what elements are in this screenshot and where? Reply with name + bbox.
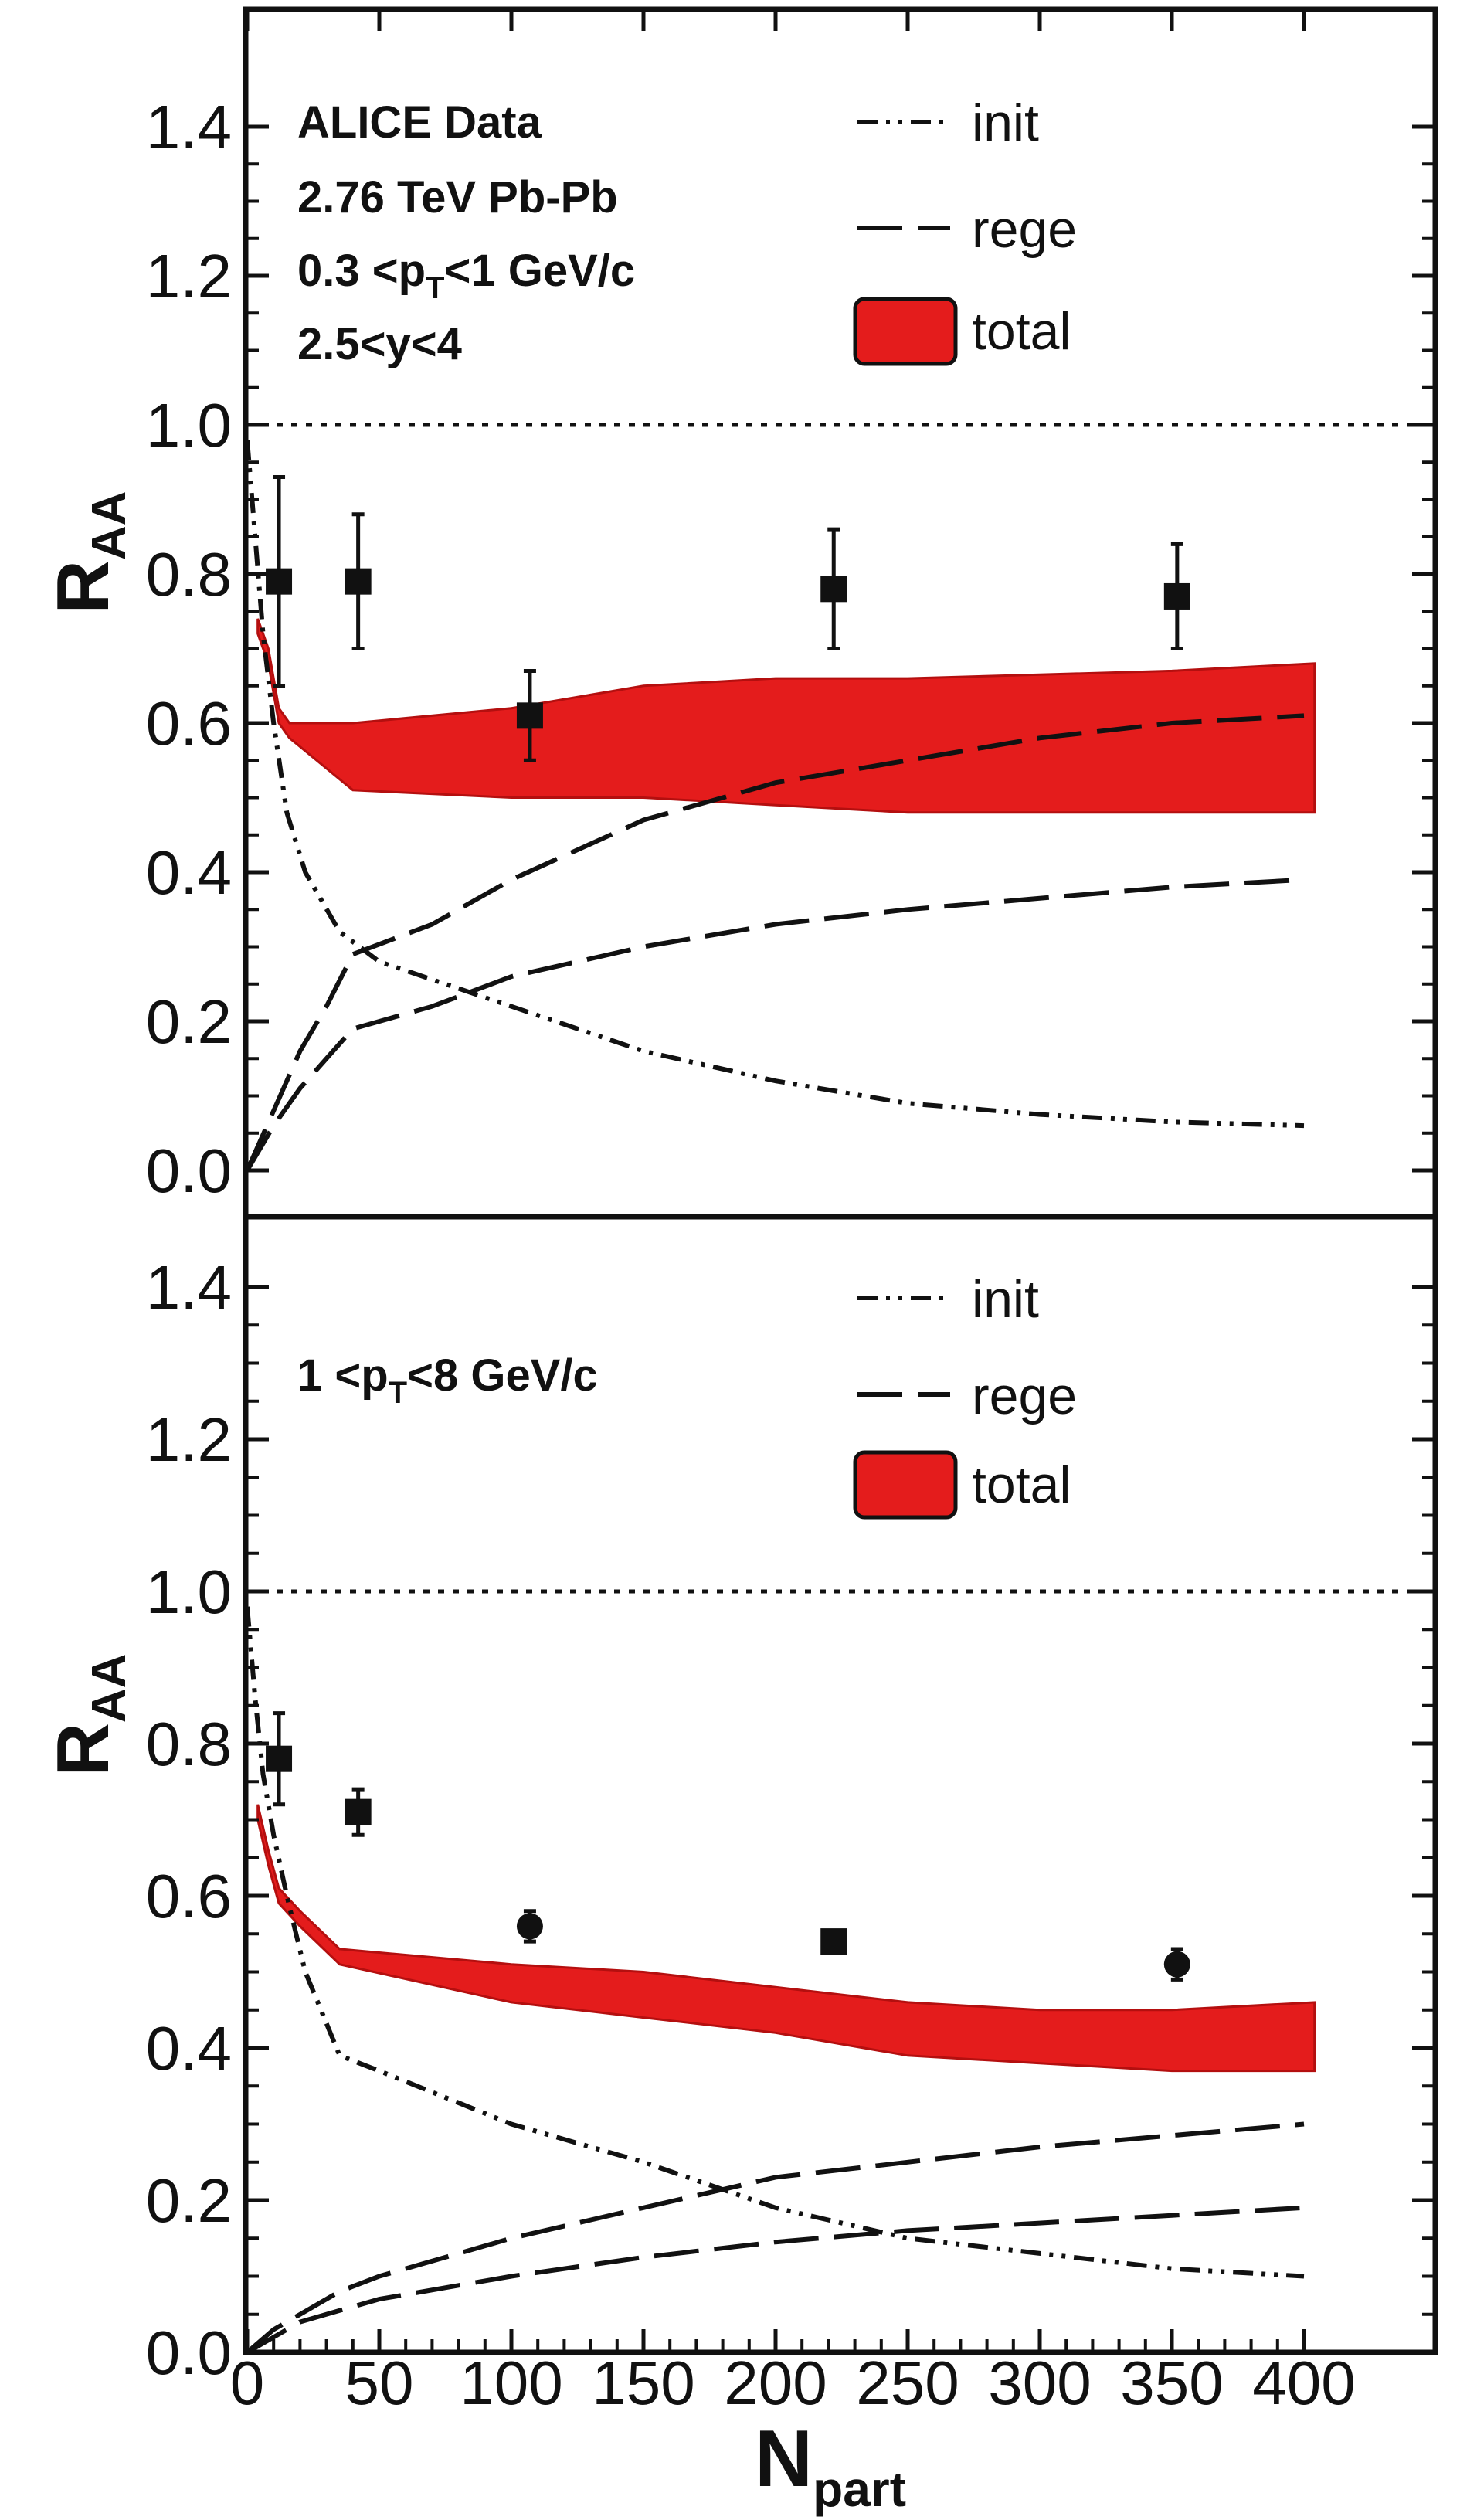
data-point — [1164, 1949, 1190, 1979]
y-tick-label: 1.2 — [146, 1405, 232, 1474]
data-marker — [345, 569, 372, 595]
rege-upper-curve-bottom — [247, 2124, 1304, 2353]
y-tick-label: 0.0 — [146, 1136, 232, 1205]
raa-figure: 0.0 0.2 0.4 0.6 0.8 1.0 1.2 1.4 RAA ALICE Data … — [0, 0, 1460, 2520]
x-tick-label: 0 — [230, 2348, 265, 2417]
legend-total-label-top: total — [972, 302, 1071, 361]
y-tick-label: 0.6 — [146, 1862, 232, 1931]
y-axis-label-top: RAA — [42, 491, 136, 614]
info-text-top: ALICE Data 2.76 TeV Pb-Pb 0.3 <pT<1 GeV/… — [297, 97, 635, 369]
legend-total-swatch-bottom — [855, 1452, 956, 1517]
y-tick-label: 0.6 — [146, 689, 232, 758]
y-tick-label: 1.4 — [146, 1253, 232, 1322]
y-tick-label: 0.0 — [146, 2318, 232, 2387]
legend-rege-label-bottom: rege — [972, 1367, 1077, 1425]
x-tick-label: 250 — [856, 2348, 959, 2417]
x-tick-label: 100 — [460, 2348, 562, 2417]
x-tick-label: 200 — [724, 2348, 827, 2417]
data-marker — [517, 702, 543, 728]
legend-bottom: init rege total — [855, 1270, 1077, 1517]
rege-lower-curve-top — [247, 880, 1304, 1170]
bottom-panel: 0.0 0.2 0.4 0.6 0.8 1.0 1.2 1.4 0 50 100 150 200 250… — [42, 9, 1435, 2517]
legend-rege-label-top: rege — [972, 200, 1077, 259]
x-tick-label: 150 — [592, 2348, 694, 2417]
legend-total-swatch-top — [855, 299, 956, 364]
data-point — [820, 529, 847, 648]
data-point — [345, 1789, 372, 1835]
y-tick-label: 0.2 — [146, 987, 232, 1056]
y-tick-label: 0.8 — [146, 1710, 232, 1778]
y-tick-label: 0.8 — [146, 540, 232, 609]
y-tick-label: 1.0 — [146, 1557, 232, 1626]
data-points-bottom — [266, 1713, 1190, 1980]
x-tick-label: 400 — [1252, 2348, 1355, 2417]
info-rapidity: 2.5<y<4 — [297, 319, 462, 369]
x-tick-label: 350 — [1120, 2348, 1223, 2417]
data-marker — [1164, 1951, 1190, 1978]
y-tick-label: 1.0 — [146, 391, 232, 460]
legend-top: init rege total — [855, 93, 1077, 364]
y-tick-label: 0.4 — [146, 838, 232, 907]
info-pt-range: 0.3 <pT<1 GeV/c — [297, 246, 635, 305]
data-point — [1164, 544, 1190, 648]
x-tick-label: 300 — [988, 2348, 1091, 2417]
data-marker — [266, 569, 292, 595]
data-point — [345, 515, 372, 649]
legend-init-label-bottom: init — [972, 1270, 1039, 1329]
x-tick-label: 50 — [345, 2348, 414, 2417]
x-axis-label: Npart — [755, 2414, 906, 2517]
data-marker — [345, 1799, 372, 1825]
y-tick-label: 0.2 — [146, 2166, 232, 2235]
legend-total-label-bottom: total — [972, 1455, 1071, 1514]
top-panel: 0.0 0.2 0.4 0.6 0.8 1.0 1.2 1.4 RAA ALICE Data … — [42, 93, 1435, 1205]
y-tick-label: 1.2 — [146, 242, 232, 311]
data-point — [266, 1713, 292, 1805]
info-energy: 2.76 TeV Pb-Pb — [297, 172, 618, 222]
info-experiment: ALICE Data — [297, 97, 542, 148]
info-pt-range-bottom: 1 <pT<8 GeV/c — [297, 1350, 598, 1410]
data-marker — [1164, 583, 1190, 610]
data-point — [820, 1928, 847, 1955]
y-tick-label: 0.4 — [146, 2014, 232, 2083]
total-band-bottom — [258, 1805, 1315, 2071]
y-axis-ticks-bottom: 0.0 0.2 0.4 0.6 0.8 1.0 1.2 1.4 — [146, 1253, 1435, 2387]
data-marker — [820, 1928, 847, 1955]
data-marker — [820, 576, 847, 602]
data-point — [517, 1911, 543, 1941]
y-tick-label: 1.4 — [146, 93, 232, 161]
data-marker — [266, 1746, 292, 1772]
data-marker — [517, 1913, 543, 1939]
y-axis-label-bottom: RAA — [42, 1654, 136, 1777]
legend-init-label-top: init — [972, 93, 1039, 152]
total-band-top — [258, 619, 1315, 813]
